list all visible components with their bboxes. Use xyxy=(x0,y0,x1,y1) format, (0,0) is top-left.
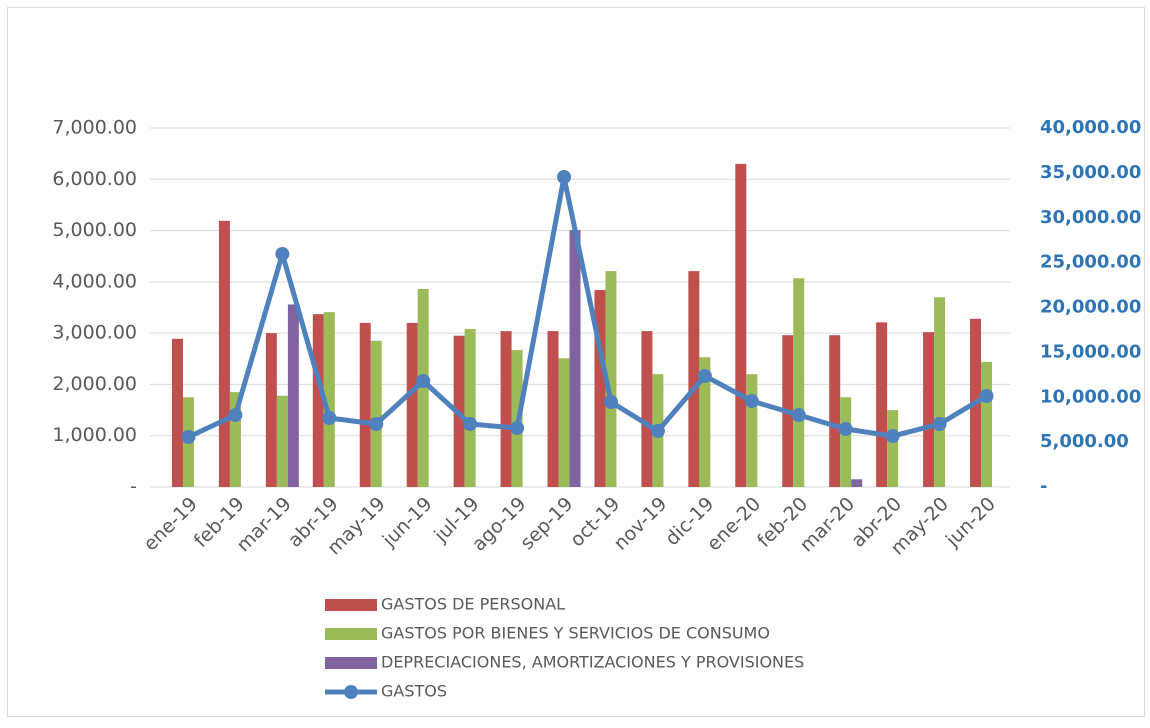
line-marker xyxy=(369,416,384,431)
legend-label: GASTOS DE PERSONAL xyxy=(381,595,565,614)
bar xyxy=(464,329,476,487)
y2-tick-label: - xyxy=(1040,476,1047,497)
bar xyxy=(793,278,805,487)
bar xyxy=(981,361,993,487)
legend-marker xyxy=(344,685,358,699)
bar xyxy=(569,230,581,487)
bar xyxy=(876,322,888,487)
bar xyxy=(558,358,570,487)
y-tick-label: 6,000.00 xyxy=(52,168,137,190)
line-marker xyxy=(510,421,525,436)
y-tick-label: 3,000.00 xyxy=(52,322,137,344)
bar xyxy=(323,312,335,487)
bar xyxy=(547,331,559,487)
y-tick-label: 1,000.00 xyxy=(52,424,137,446)
line-marker xyxy=(416,374,431,389)
y-tick-label: 7,000.00 xyxy=(52,117,137,139)
y2-tick-label: 20,000.00 xyxy=(1040,297,1141,318)
bar xyxy=(265,333,277,487)
y-tick-label: 5,000.00 xyxy=(52,219,137,241)
bar xyxy=(923,332,935,487)
bar xyxy=(406,322,418,487)
bar xyxy=(641,331,653,487)
y2-tick-label: 25,000.00 xyxy=(1040,252,1141,273)
y2-tick-label: 15,000.00 xyxy=(1040,341,1141,362)
legend-label: GASTOS xyxy=(381,682,447,701)
bar xyxy=(688,271,700,487)
y2-tick-label: 30,000.00 xyxy=(1040,207,1141,228)
bar xyxy=(605,271,617,487)
line-marker xyxy=(744,394,759,409)
line-marker xyxy=(979,388,994,403)
bar xyxy=(370,340,382,487)
bar xyxy=(829,335,841,487)
bar xyxy=(417,289,429,487)
y2-tick-label: 35,000.00 xyxy=(1040,162,1141,183)
bar xyxy=(276,395,288,487)
legend-label: GASTOS POR BIENES Y SERVICIOS DE CONSUMO xyxy=(381,624,770,643)
y2-tick-label: 5,000.00 xyxy=(1040,431,1129,452)
line-marker xyxy=(322,410,337,425)
bar xyxy=(287,304,299,487)
line-marker xyxy=(697,368,712,383)
bar xyxy=(699,357,711,487)
legend-swatch xyxy=(325,657,377,669)
bar xyxy=(851,479,863,487)
line xyxy=(187,174,988,440)
line-marker xyxy=(463,416,478,431)
bar xyxy=(594,290,606,487)
line-marker xyxy=(791,408,806,423)
bar xyxy=(312,314,324,487)
line-marker xyxy=(603,395,618,410)
line-marker xyxy=(275,247,290,262)
line-marker xyxy=(838,422,853,437)
bar xyxy=(218,220,230,487)
line-marker xyxy=(557,170,572,185)
line-marker xyxy=(181,430,196,445)
bar xyxy=(171,338,183,487)
legend-swatch xyxy=(325,599,377,611)
y-tick-label: 2,000.00 xyxy=(52,373,137,395)
y2-tick-label: 40,000.00 xyxy=(1040,117,1141,138)
line-marker xyxy=(885,429,900,444)
bar xyxy=(887,410,899,487)
legend-label: DEPRECIACIONES, AMORTIZACIONES Y PROVISI… xyxy=(381,653,804,672)
bar xyxy=(746,374,758,487)
bar xyxy=(840,397,852,487)
line-marker xyxy=(650,423,665,438)
y-tick-label: 4,000.00 xyxy=(52,270,137,292)
y2-tick-label: 10,000.00 xyxy=(1040,386,1141,407)
bar xyxy=(934,297,946,487)
bar xyxy=(359,322,371,487)
line-marker xyxy=(228,408,243,423)
bar xyxy=(229,392,241,487)
y-tick-label: - xyxy=(130,476,137,498)
bar xyxy=(735,163,747,487)
bar xyxy=(500,331,512,487)
legend-swatch xyxy=(325,628,377,640)
line-marker xyxy=(932,416,947,431)
